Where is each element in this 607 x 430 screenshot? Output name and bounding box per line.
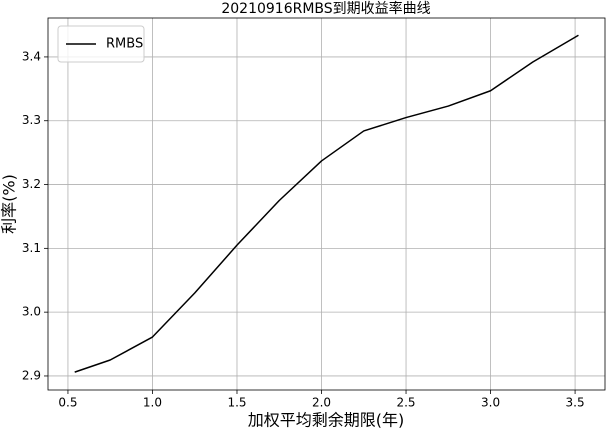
line: [74, 34, 579, 373]
legend-box: [57, 25, 145, 63]
x-tick-label: 3.0: [481, 396, 500, 410]
legend-label: RMBS: [106, 37, 143, 52]
x-tick-label: 3.5: [566, 396, 585, 410]
y-tick-label: 3.4: [22, 49, 41, 63]
y-axis-label: 利率(%): [0, 174, 19, 234]
x-tick-label: 2.0: [312, 396, 331, 410]
y-tick-label: 2.9: [22, 368, 41, 382]
chart-title: 20210916RMBS到期收益率曲线: [221, 0, 430, 17]
x-tick-label: 2.5: [396, 396, 415, 410]
plot-frame: [47, 17, 606, 391]
y-tick-label: 3.1: [22, 241, 41, 255]
x-tick-label: 1.5: [227, 396, 246, 410]
x-tick-label: 0.5: [58, 396, 77, 410]
y-tick-label: 3.3: [22, 113, 41, 127]
x-tick-label: 1.0: [143, 396, 162, 410]
y-tick-label: 3.2: [22, 177, 41, 191]
x-axis-label: 加权平均剩余期限(年): [248, 411, 405, 430]
y-tick-label: 3.0: [22, 305, 41, 319]
